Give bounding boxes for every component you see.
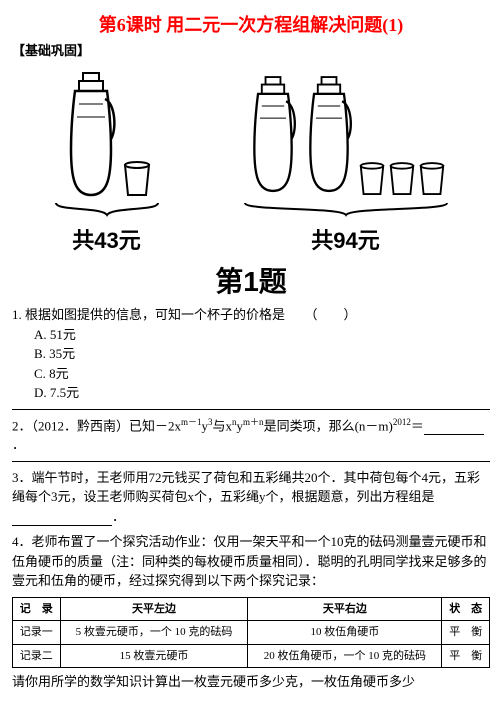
question-1: 1. 根据如图提供的信息，可知一个杯子的价格是 （ ） A. 51元 B. 35… xyxy=(12,305,490,403)
answer-blank xyxy=(12,511,112,526)
section-label: 【基础巩固】 xyxy=(12,41,490,61)
cup-icon xyxy=(121,159,153,199)
question-3: 3．端午节时，王老师用72元钱买了荷包和五彩绳共20个．其中荷包每个4元，五彩绳… xyxy=(12,468,490,527)
q1-stem: 1. 根据如图提供的信息，可知一个杯子的价格是 （ ） xyxy=(12,305,490,325)
page-title: 第6课时 用二元一次方程组解决问题(1) xyxy=(12,12,490,39)
q3-text: 3．端午节时，王老师用72元钱买了荷包和五彩绳共20个．其中荷包每个4元，五彩绳… xyxy=(12,470,480,505)
price-label-1: 共43元 xyxy=(52,224,162,257)
q1-options: A. 51元 B. 35元 C. 8元 D. 7.5元 xyxy=(12,325,490,403)
price-group-1: 共43元 xyxy=(52,69,162,258)
brace-icon xyxy=(52,201,162,217)
objects-group-1 xyxy=(52,69,162,199)
table-row: 记录一 5 枚壹元硬币，一个 10 克的砝码 10 枚伍角硬币 平 衡 xyxy=(13,621,490,645)
answer-blank xyxy=(424,420,484,435)
q1-option-a: A. 51元 xyxy=(34,325,490,345)
thermos-icon xyxy=(301,69,357,199)
table-header: 天平左边 xyxy=(60,597,248,621)
q2-exp: 2012 xyxy=(393,417,411,427)
figure-caption: 第1题 xyxy=(12,261,490,303)
table-header: 状 态 xyxy=(442,597,490,621)
q1-option-b: B. 35元 xyxy=(34,344,490,364)
q2-text: 2．（2012．黔西南）已知－2x xyxy=(12,418,181,433)
q2-exp: m＋n xyxy=(243,417,264,427)
q2-text: ＝ xyxy=(411,418,424,433)
figure-area: 共43元 xyxy=(12,69,490,258)
q2-text: 与x xyxy=(213,418,233,433)
cup-icon xyxy=(417,159,447,199)
table-cell: 平 衡 xyxy=(442,644,490,668)
table-cell: 10 枚伍角硬币 xyxy=(248,621,442,645)
table-cell: 15 枚壹元硬币 xyxy=(60,644,248,668)
divider xyxy=(12,409,490,410)
table-row: 记录二 15 枚壹元硬币 20 枚伍角硬币，一个 10 克的砝码 平 衡 xyxy=(13,644,490,668)
q2-exp: m－1 xyxy=(181,417,202,427)
thermos-icon xyxy=(61,69,121,199)
cup-icon xyxy=(387,159,417,199)
table-row: 记 录 天平左边 天平右边 状 态 xyxy=(13,597,490,621)
table-cell: 记录一 xyxy=(13,621,61,645)
table-header: 天平右边 xyxy=(248,597,442,621)
price-label-2: 共94元 xyxy=(241,224,451,257)
q1-option-c: C. 8元 xyxy=(34,364,490,384)
objects-group-2 xyxy=(241,69,451,199)
bottom-text: 请你用所学的数学知识计算出一枚壹元硬币多少克，一枚伍角硬币多少 xyxy=(12,672,490,692)
cup-icon xyxy=(357,159,387,199)
q4-text: 4．老师布置了一个探究活动作业：仅用一架天平和一个10克的砝码测量壹元硬币和伍角… xyxy=(12,534,487,588)
thermos-icon xyxy=(245,69,301,199)
table-cell: 20 枚伍角硬币，一个 10 克的砝码 xyxy=(248,644,442,668)
price-group-2: 共94元 xyxy=(241,69,451,258)
question-4: 4．老师布置了一个探究活动作业：仅用一架天平和一个10克的砝码测量壹元硬币和伍角… xyxy=(12,532,490,591)
table-cell: 平 衡 xyxy=(442,621,490,645)
divider xyxy=(12,461,490,462)
q2-text: 是同类项，那么(n－m) xyxy=(264,418,393,433)
q1-option-d: D. 7.5元 xyxy=(34,383,490,403)
table-header: 记 录 xyxy=(13,597,61,621)
table-cell: 5 枚壹元硬币，一个 10 克的砝码 xyxy=(60,621,248,645)
q2-text: ． xyxy=(12,437,25,452)
brace-icon xyxy=(241,201,451,217)
table-cell: 记录二 xyxy=(13,644,61,668)
question-2: 2．（2012．黔西南）已知－2xm－1y3与xnym＋n是同类项，那么(n－m… xyxy=(12,416,490,455)
q3-text: ． xyxy=(112,509,125,524)
record-table: 记 录 天平左边 天平右边 状 态 记录一 5 枚壹元硬币，一个 10 克的砝码… xyxy=(12,597,490,669)
